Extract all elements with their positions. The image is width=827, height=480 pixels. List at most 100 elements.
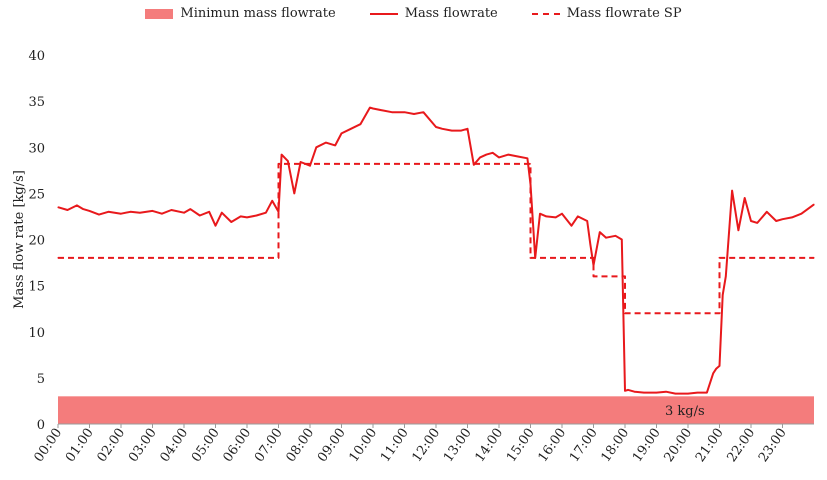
- point-mass-flowrate: [466, 128, 469, 130]
- point-mass-flowrate: [731, 190, 733, 192]
- point-mass-flowrate: [277, 211, 280, 213]
- point-mass-flowrate-sp: [529, 257, 532, 259]
- point-mass-flowrate: [161, 213, 163, 215]
- point-mass-flowrate: [498, 156, 500, 158]
- point-mass-flowrate: [715, 368, 717, 370]
- point-mass-flowrate: [214, 225, 217, 227]
- legend-swatch-band: [145, 8, 174, 19]
- point-mass-flowrate: [605, 237, 607, 239]
- point-mass-flowrate: [460, 130, 462, 132]
- point-mass-flowrate: [589, 243, 591, 245]
- point-mass-flowrate: [88, 210, 91, 212]
- point-mass-flowrate: [151, 210, 154, 212]
- point-mass-flowrate: [309, 165, 311, 167]
- point-mass-flowrate: [507, 154, 509, 156]
- y-tick-label: 30: [28, 141, 45, 156]
- point-mass-flowrate: [781, 218, 784, 220]
- point-mass-flowrate: [665, 391, 667, 393]
- y-tick-label: 20: [28, 234, 45, 249]
- band-label: 3 kg/s: [665, 404, 705, 419]
- point-mass-flowrate: [451, 130, 453, 132]
- x-tick-label: 16:00: [535, 426, 569, 465]
- series-mass-flowrate-sp-line: [58, 162, 814, 315]
- x-tick-label: 06:00: [220, 426, 254, 465]
- band-layer: 3 kg/s: [58, 396, 814, 424]
- point-mass-flowrate: [674, 393, 677, 395]
- point-mass-flowrate: [199, 214, 201, 217]
- x-tick-label: 18:00: [598, 426, 632, 465]
- x-tick-label: 19:00: [630, 426, 664, 465]
- point-mass-flowrate: [725, 275, 727, 277]
- point-mass-flowrate-sp: [718, 312, 721, 314]
- y-axis-title: Mass flow rate [kg/s]: [12, 170, 27, 309]
- y-tick-label: 15: [28, 280, 45, 295]
- point-mass-flowrate: [281, 154, 283, 156]
- point-mass-flowrate: [76, 204, 78, 206]
- point-mass-flowrate: [624, 390, 626, 392]
- point-mass-flowrate: [526, 157, 529, 159]
- point-mass-flowrate: [687, 393, 689, 395]
- point-mass-flowrate: [82, 208, 84, 210]
- point-mass-flowrate: [517, 155, 519, 158]
- point-mass-flowrate: [350, 128, 352, 130]
- point-mass-flowrate: [139, 212, 141, 214]
- x-tick-label: 17:00: [567, 426, 601, 465]
- point-mass-flowrate-sp: [277, 163, 280, 165]
- point-mass-flowrate: [706, 392, 708, 394]
- point-mass-flowrate: [315, 146, 317, 148]
- point-mass-flowrate-sp: [813, 257, 815, 259]
- legend-label-mass-flowrate: Mass flowrate: [404, 6, 498, 21]
- point-mass-flowrate: [712, 372, 714, 374]
- point-mass-flowrate: [570, 225, 573, 227]
- point-mass-flowrate: [545, 215, 547, 217]
- point-mass-flowrate: [750, 220, 752, 222]
- y-tick-label: 35: [28, 95, 45, 110]
- point-mass-flowrate: [561, 213, 563, 215]
- point-mass-flowrate-sp: [592, 257, 595, 259]
- point-mass-flowrate: [485, 154, 487, 156]
- x-tick-label: 22:00: [724, 426, 758, 465]
- legend-swatch-mass-flowrate-sp: [531, 12, 560, 15]
- y-tick-label: 0: [37, 418, 45, 433]
- point-mass-flowrate: [599, 231, 601, 233]
- x-tick-label: 15:00: [504, 426, 538, 465]
- point-mass-flowrate: [359, 123, 361, 125]
- point-mass-flowrate: [403, 111, 406, 113]
- point-mass-flowrate: [246, 216, 248, 218]
- point-mass-flowrate: [766, 211, 768, 213]
- point-mass-flowrate-sp: [592, 275, 595, 277]
- point-mass-flowrate: [107, 211, 109, 213]
- point-mass-flowrate: [722, 294, 724, 296]
- point-mass-flowrate: [539, 213, 541, 215]
- point-mass-flowrate: [696, 392, 699, 394]
- point-mass-flowrate: [340, 132, 343, 134]
- point-mass-flowrate: [391, 111, 393, 113]
- point-mass-flowrate: [255, 214, 258, 217]
- x-tick-label: 07:00: [252, 426, 286, 465]
- point-mass-flowrate: [435, 126, 437, 128]
- point-mass-flowrate: [655, 392, 658, 394]
- point-mass-flowrate-sp: [277, 257, 280, 259]
- legend-label-mass-flowrate-sp: Mass flowrate SP: [566, 6, 682, 21]
- point-mass-flowrate-sp: [529, 163, 532, 165]
- point-mass-flowrate: [293, 192, 295, 194]
- point-mass-flowrate: [189, 208, 191, 210]
- point-mass-flowrate: [265, 212, 267, 214]
- point-mass-flowrate: [577, 215, 579, 217]
- point-mass-flowrate: [756, 222, 758, 224]
- point-mass-flowrate: [120, 213, 122, 215]
- point-mass-flowrate: [57, 206, 59, 208]
- x-tick-label: 10:00: [346, 426, 380, 465]
- point-mass-flowrate: [129, 211, 131, 213]
- x-tick-label: 14:00: [472, 426, 506, 465]
- point-mass-flowrate: [586, 220, 588, 222]
- y-tick-label: 10: [28, 326, 45, 341]
- point-mass-flowrate: [813, 203, 815, 205]
- point-mass-flowrate: [737, 229, 740, 231]
- point-mass-flowrate: [240, 215, 242, 217]
- point-mass-flowrate: [372, 107, 374, 110]
- point-mass-flowrate: [221, 212, 223, 214]
- point-mass-flowrate: [300, 161, 302, 163]
- minimum-flow-band: [58, 396, 814, 424]
